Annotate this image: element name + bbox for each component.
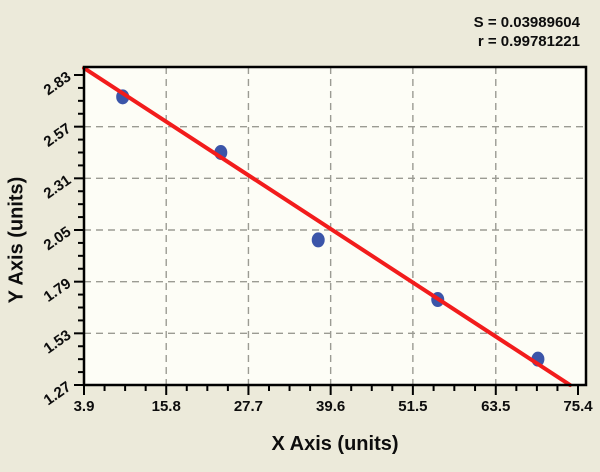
- y-tick-label: 2.83: [41, 68, 75, 99]
- y-tick-label: 1.53: [41, 327, 75, 358]
- x-tick-label: 15.8: [152, 398, 181, 415]
- stat-r-value: r = 0.99781221: [477, 33, 580, 50]
- plot-frame: [82, 65, 588, 387]
- x-tick-label: 63.5: [481, 398, 510, 415]
- y-tick-label: 1.27: [41, 378, 75, 409]
- y-axis-title: Y Axis (units): [5, 176, 28, 304]
- y-tick-label: 2.57: [41, 120, 75, 151]
- y-tick-label: 2.31: [41, 172, 75, 203]
- y-tick-label: 2.05: [41, 223, 75, 254]
- x-tick-label: 51.5: [398, 398, 427, 415]
- plot-background: [84, 67, 586, 385]
- x-tick-label: 27.7: [234, 398, 263, 415]
- x-axis-title: X Axis (units): [271, 433, 399, 455]
- fit-line: [82, 66, 573, 387]
- data-point: [311, 232, 325, 248]
- x-tick-label: 75.4: [563, 398, 593, 415]
- fit-statistics: S = 0.03989604 r = 0.99781221: [474, 13, 580, 51]
- stat-s-value: S = 0.03989604: [473, 14, 580, 31]
- y-tick-label: 1.79: [41, 275, 75, 306]
- x-tick-label: 39.6: [316, 398, 345, 415]
- x-tick-label: 3.9: [74, 398, 95, 415]
